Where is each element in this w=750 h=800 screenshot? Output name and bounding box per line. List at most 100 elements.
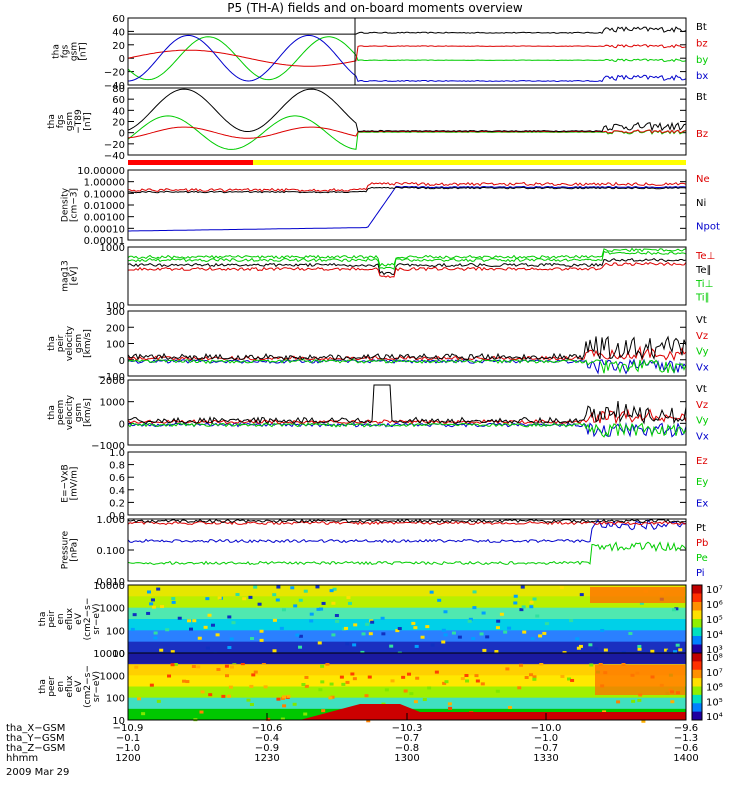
spectro-cell [303,589,308,593]
spectro-cell [427,686,432,690]
legend-Pt: Pt [696,523,706,534]
colorbar-segment [692,636,702,645]
colorbar-segment [692,694,702,704]
spectro-cell [460,677,465,681]
spectro-cell [530,637,535,641]
legend-Vt: Vt [696,384,707,395]
spectro-cell [240,662,245,666]
spectro-cell [505,667,510,671]
spectro-cell [309,619,314,623]
spectro-cell [588,643,593,647]
y-tick-label: 1.0 [109,448,125,459]
legend-Bt: Bt [696,22,707,33]
spectro-cell [496,619,501,623]
spectro-cell [395,629,400,633]
spectro-cell [132,613,137,617]
spectro-cell [353,623,358,627]
y-tick-label: 60 [112,95,125,106]
legend-Ey: Ey [696,477,708,488]
y-axis-label: gsm [74,403,84,422]
spectro-cell [519,608,524,612]
y-tick-label: 40 [112,106,125,117]
spectro-cell [448,706,453,710]
colorbar-segment [692,585,702,594]
y-axis-label: eflux [65,607,75,630]
spectro-cell [429,590,434,594]
spectro-cell [602,710,607,714]
spectro-cell [249,702,254,706]
spectro-cell [513,601,518,605]
spectro-cell [401,675,406,679]
legend-Ex: Ex [696,498,708,509]
spectro-cell [535,614,540,618]
spectro-cell [321,709,326,713]
y-axis-label: (cm2−s− [83,598,93,641]
y-tick-label: −40 [104,81,125,92]
colorbar-frame [691,652,703,721]
colorbar-label: 10⁴ [706,712,723,723]
colorbar-label: 10⁶ [706,600,723,611]
legend-Te⊥: Te⊥ [695,251,715,262]
colorbar-label: 10⁷ [706,668,723,679]
y-axis-label: peir [47,610,57,628]
spectro-cell [675,643,680,647]
spectro-cell [156,587,161,591]
spectro-cell [365,622,370,626]
spectro-cell [159,648,164,652]
spectro-cell [182,679,187,683]
spectro-cell [130,627,135,631]
spectro-cell [330,695,335,699]
spectro-cell [156,699,161,703]
spectro-cell [532,677,537,681]
status-bar-red [128,160,253,165]
spectro-cell [249,684,254,688]
y-axis-label: tha [52,44,62,59]
y-tick-label: 0.8 [109,461,125,472]
series-Npot [128,185,687,232]
y-tick-label: 0.0 [109,511,125,522]
x-tick-label: −0.9 [255,743,279,754]
spectro-cell [637,644,642,648]
y-tick-label: 1.000 [96,515,125,526]
spectro-cell [259,638,264,642]
y-tick-label: 0.2 [109,498,125,509]
spectro-cell [503,630,508,634]
spectro-cell [447,702,452,706]
spectro-hot-region [590,587,685,603]
y-tick-label: 0.01000 [84,201,125,212]
y-tick-label: 40 [112,27,125,38]
series-Ne [127,181,687,193]
spectro-cell [242,597,247,601]
spectro-cell [425,625,430,629]
legend-by: by [696,55,708,66]
legend-Pb: Pb [696,538,708,549]
y-axis-label: en [56,613,66,624]
x-tick-label: −0.4 [255,733,279,744]
y-axis-label: [nPa] [70,538,80,561]
spectro-cell [674,607,679,611]
y-axis-label: fgs [56,114,66,128]
spectro-cell [616,700,621,704]
y-axis-label: en [56,681,66,692]
spectro-cell [451,631,456,635]
spectro-cell [272,618,277,622]
spectro-band-top [128,653,686,663]
series-pressure-3 [127,518,687,524]
spectro-cell [292,702,297,706]
series-bx [127,34,687,83]
colorbar-label: 10⁷ [706,585,723,596]
spectro-cell [171,597,176,601]
colorbar-segment [692,703,702,713]
spectro-cell [507,626,512,630]
spectro-cell [334,614,339,618]
spectro-cell [430,643,435,647]
spectro-cell [141,712,146,716]
panel-frame-density [127,169,687,241]
spectro-cell [160,605,165,609]
spectro-cell [345,642,350,646]
panel-frame-peir-velocity [127,310,687,377]
spectro-cell [481,611,486,615]
x-tick-label: −0.6 [674,743,698,754]
spectro-cell [319,607,324,611]
spectro-cell [560,674,565,678]
